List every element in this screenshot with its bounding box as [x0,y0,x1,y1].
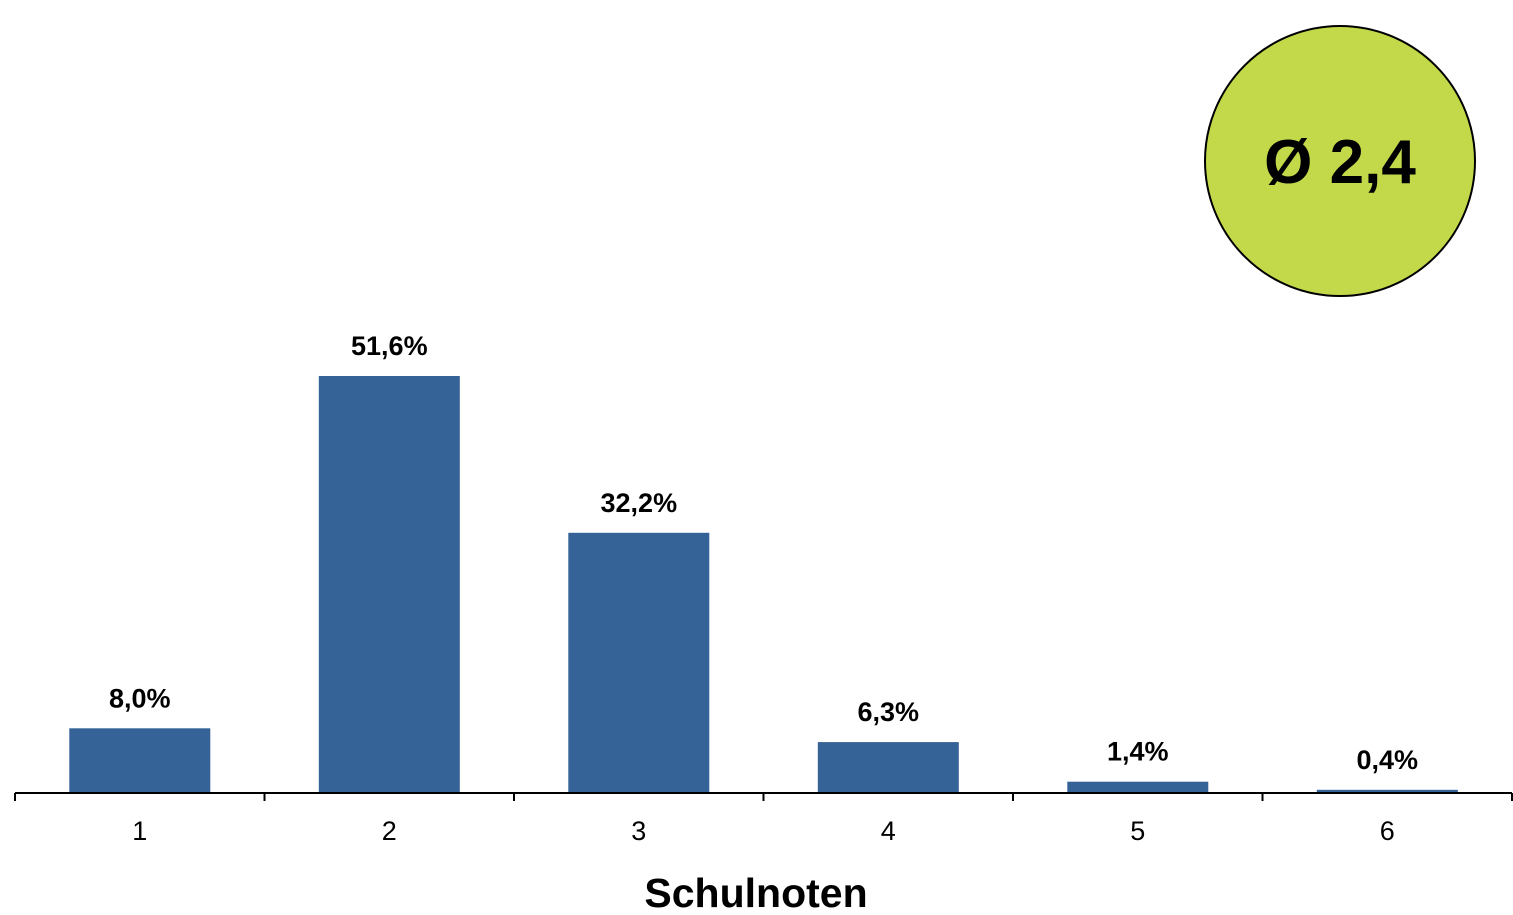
bar-value-label-4: 6,3% [858,697,920,727]
bar-4 [817,742,959,793]
bar-value-label-1: 8,0% [109,683,171,713]
bar-value-label-5: 1,4% [1107,737,1169,767]
average-badge: Ø 2,4 [1204,25,1476,297]
bar-value-label-3: 32,2% [601,488,678,518]
x-tick-label-2: 2 [382,816,397,846]
x-axis-tick-labels: 1 2 3 4 5 6 [132,816,1395,846]
bar-1 [69,728,211,793]
bars-group [69,376,1458,793]
x-tick-label-5: 5 [1130,816,1145,846]
x-tick-label-3: 3 [631,816,646,846]
bar-5 [1067,781,1209,793]
x-tick-label-4: 4 [881,816,896,846]
bar-3 [568,532,710,793]
bar-value-label-2: 51,6% [351,331,428,361]
bar-labels-group: 8,0% 51,6% 32,2% 6,3% 1,4% 0,4% [109,331,1418,775]
x-axis-ticks [14,793,1513,801]
bar-2 [318,376,460,793]
bar-value-label-6: 0,4% [1357,745,1419,775]
x-axis-title: Schulnoten [644,870,867,915]
bar-6 [1316,789,1458,793]
x-tick-label-1: 1 [132,816,147,846]
average-badge-text: Ø 2,4 [1264,128,1416,197]
average-badge-circle [1204,25,1476,297]
x-tick-label-6: 6 [1380,816,1395,846]
